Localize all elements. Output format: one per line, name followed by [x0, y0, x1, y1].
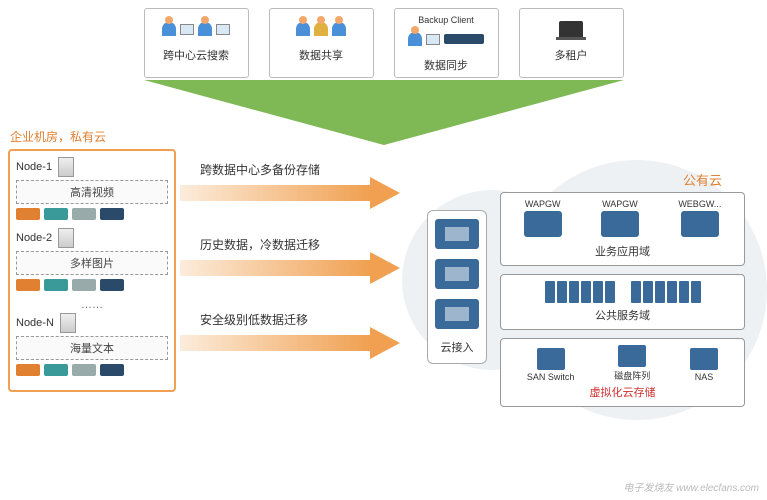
laptop-icon [559, 21, 583, 37]
client-label: 跨中心云搜索 [155, 47, 238, 63]
storage-box: SAN Switch 磁盘阵列 NAS 虚拟化云存储 [500, 338, 745, 407]
node-name: Node-N [16, 317, 54, 329]
ellipsis: …… [16, 299, 168, 311]
nodes-box: Node-1 高清视频 Node-2 多样图片 …… Node-N 海量文本 [8, 149, 176, 392]
backup-title: Backup Client [405, 15, 488, 25]
virtual-storage-label: 虚拟化云存储 [507, 384, 738, 400]
server-icon [60, 313, 76, 333]
client-search: 跨中心云搜索 [144, 8, 249, 78]
node-n: Node-N 海量文本 [16, 313, 168, 376]
router-icon [435, 299, 479, 329]
storage-nas: NAS [690, 348, 718, 382]
private-cloud-panel: 企业机房，私有云 Node-1 高清视频 Node-2 多样图片 …… Node… [8, 128, 176, 392]
public-cloud-title: 公有云 [683, 170, 722, 189]
gw-item: WAPGW [601, 199, 639, 239]
storage-san: SAN Switch [527, 348, 575, 382]
node-sub: 多样图片 [16, 251, 168, 275]
service-domain-box: 公共服务域 [500, 274, 745, 330]
cloud-access-label: 云接入 [434, 339, 480, 355]
arrow-3: 安全级别低数据迁移 [180, 325, 400, 355]
gw-item: WEBGW... [678, 199, 721, 239]
gw-item: WAPGW [524, 199, 562, 239]
watermark: 电子发烧友 www.elecfans.com [623, 479, 759, 494]
node-sub: 高清视频 [16, 180, 168, 204]
app-domain-label: 业务应用域 [507, 243, 738, 259]
app-domain-box: WAPGW WAPGW WEBGW... 业务应用域 [500, 192, 745, 266]
cloud-services: WAPGW WAPGW WEBGW... 业务应用域 公共服务域 SAN Swi… [500, 192, 745, 415]
public-cloud: 公有云 云接入 WAPGW WAPGW WEBGW... 业务应用域 公共服务域 [412, 150, 757, 470]
top-clients-row: 跨中心云搜索 数据共享 Backup Client 数据同步 多租户 [0, 0, 767, 78]
server-icon [58, 157, 74, 177]
client-label: 数据同步 [405, 57, 488, 73]
router-icon [435, 219, 479, 249]
client-share: 数据共享 [269, 8, 374, 78]
private-cloud-title: 企业机房，私有云 [8, 128, 176, 145]
funnel-triangle [144, 80, 624, 145]
cloud-access-box: 云接入 [427, 210, 487, 364]
node-name: Node-2 [16, 232, 52, 244]
service-domain-label: 公共服务域 [507, 307, 738, 323]
client-label: 数据共享 [280, 47, 363, 63]
client-backup: Backup Client 数据同步 [394, 8, 499, 78]
node-2: Node-2 多样图片 [16, 228, 168, 291]
node-sub: 海量文本 [16, 336, 168, 360]
arrow-label: 安全级别低数据迁移 [200, 311, 308, 328]
arrow-2: 历史数据，冷数据迁移 [180, 250, 400, 280]
storage-array: 磁盘阵列 [614, 345, 650, 382]
router-icon [435, 259, 479, 289]
arrow-1: 跨数据中心多备份存储 [180, 175, 400, 205]
client-label: 多租户 [530, 47, 613, 63]
node-1: Node-1 高清视频 [16, 157, 168, 220]
server-icon [58, 228, 74, 248]
arrow-label: 跨数据中心多备份存储 [200, 161, 320, 178]
node-name: Node-1 [16, 161, 52, 173]
arrow-label: 历史数据，冷数据迁移 [200, 236, 320, 253]
client-tenant: 多租户 [519, 8, 624, 78]
migration-arrows: 跨数据中心多备份存储 历史数据，冷数据迁移 安全级别低数据迁移 [180, 175, 400, 400]
